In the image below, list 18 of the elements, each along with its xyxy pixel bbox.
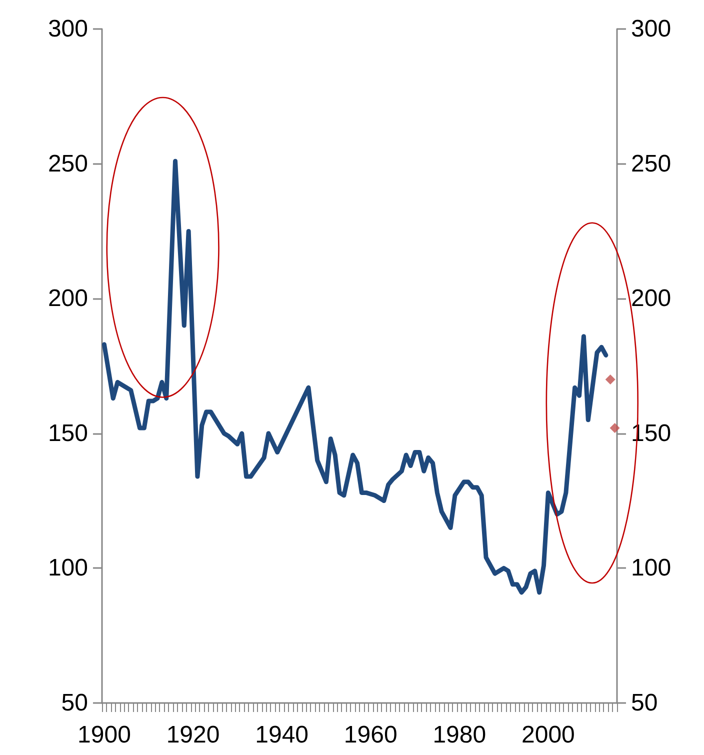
y-tick-label: 100 [48, 554, 88, 582]
y2-tick-label: 50 [631, 690, 658, 716]
x-tick-label: 1980 [432, 722, 486, 748]
x-tick-label: 1900 [78, 722, 131, 748]
line-series [102, 158, 608, 595]
x-tick-label: 2000 [521, 722, 575, 748]
y-tick-label: 250 [48, 150, 88, 178]
x-tick-label: 1960 [344, 722, 398, 748]
x-tick-label: 1920 [166, 722, 220, 748]
y2-tick-label: 200 [631, 285, 672, 312]
y-tick-label: 150 [48, 420, 88, 447]
y2-tick-label: 300 [631, 16, 672, 42]
y2-tick-label: 250 [631, 150, 672, 178]
y-tick-label: 200 [48, 285, 88, 312]
y-tick-label: 50 [61, 690, 88, 716]
y-tick-label: 300 [48, 16, 88, 42]
x-tick-label: 1940 [255, 722, 308, 748]
y2-tick-label: 100 [631, 554, 672, 582]
